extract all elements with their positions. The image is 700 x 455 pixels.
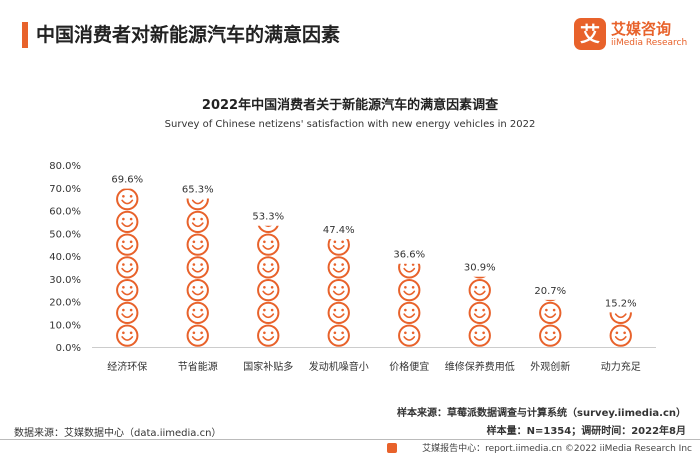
x-tick-label: 国家补贴多: [243, 360, 293, 373]
bar: [468, 276, 491, 347]
data-label: 15.2%: [605, 298, 637, 309]
logo-name-cn: 艾媒咨询: [611, 20, 672, 38]
y-axis: 0.0% 10.0% 20.0% 30.0% 40.0% 50.0% 60.0% 70.0% 8…: [49, 161, 81, 354]
logo-name-en: iiMedia Research: [611, 38, 688, 48]
bar: [539, 299, 562, 347]
x-axis: 经济环保 节省能源 国家补贴多 发动机噪音小 价格便宜 维修保养费用低 外观创新 动力充足: [92, 347, 656, 373]
y-tick-label: 10.0%: [49, 320, 81, 331]
bar: [186, 198, 209, 347]
x-tick-label: 发动机噪音小: [309, 360, 369, 373]
data-source-note: 数据来源：艾媒数据中心（data.iimedia.cn）: [14, 428, 222, 439]
smiley-face-icon: [257, 301, 280, 325]
smiley-face-icon: [609, 324, 632, 347]
bar: [257, 225, 280, 347]
smiley-face-icon: [116, 278, 139, 302]
page-title: 中国消费者对新能源汽车的满意因素: [36, 24, 341, 46]
y-tick-label: 40.0%: [49, 252, 81, 263]
x-tick-label: 节省能源: [178, 360, 218, 373]
smiley-face-icon: [327, 301, 350, 325]
smiley-face-icon: [609, 312, 632, 325]
smiley-face-icon: [116, 324, 139, 347]
smiley-face-icon: [327, 278, 350, 302]
smiley-face-icon: [257, 324, 280, 347]
chart-plot: 0.0% 10.0% 20.0% 30.0% 40.0% 50.0% 60.0% 70.0% 8…: [49, 161, 656, 373]
smiley-face-icon: [257, 256, 280, 279]
smiley-face-icon: [257, 278, 280, 302]
bar: [609, 312, 632, 347]
sample-size-note: 样本量：N=1354；调研时间：2022年8月: [486, 426, 686, 437]
title-accent-bar: [22, 22, 28, 48]
y-tick-label: 30.0%: [49, 275, 81, 286]
smiley-face-icon: [468, 324, 491, 347]
smiley-face-icon: [186, 324, 209, 347]
footer: 艾媒报告中心：report.iimedia.cn ©2022 iiMedia R…: [0, 441, 700, 455]
smiley-face-icon: [398, 278, 421, 302]
smiley-face-icon: [468, 278, 491, 302]
smiley-face-icon: [186, 256, 209, 279]
chart-subtitle: Survey of Chinese netizens' satisfaction…: [164, 119, 536, 130]
y-tick-label: 20.0%: [49, 298, 81, 309]
y-tick-label: 0.0%: [56, 343, 81, 354]
smiley-face-icon: [398, 324, 421, 347]
smiley-face-icon: [186, 301, 209, 325]
smiley-face-icon: [473, 276, 486, 279]
smiley-face-icon: [544, 299, 556, 302]
y-tick-label: 70.0%: [49, 184, 81, 195]
smiley-face-icon: [116, 210, 139, 234]
data-label: 69.6%: [111, 175, 143, 186]
smiley-face-icon: [539, 324, 562, 347]
smiley-face-icon: [539, 301, 562, 325]
smiley-face-icon: [186, 278, 209, 302]
y-tick-label: 50.0%: [49, 229, 81, 240]
smiley-face-icon: [186, 198, 209, 211]
sample-source-note: 样本来源：草莓派数据调查与计算系统（survey.iimedia.cn）: [397, 408, 686, 419]
smiley-face-icon: [257, 233, 280, 256]
smiley-face-icon: [327, 324, 350, 347]
data-label: 53.3%: [252, 212, 284, 223]
smiley-face-icon: [116, 301, 139, 325]
bar-series: 69.6% 65.3% 53.3% 47.4% 36.6% 30.9% 20.7% 15.2%: [111, 175, 637, 347]
smiley-face-icon: [257, 225, 279, 234]
smiley-face-icon: [186, 210, 209, 234]
smiley-face-icon: [116, 256, 139, 279]
smiley-face-icon: [116, 188, 139, 211]
data-label: 47.4%: [323, 225, 355, 236]
report-center-icon: [387, 443, 397, 453]
smiley-face-icon: [327, 256, 350, 279]
footer-text: 艾媒报告中心：report.iimedia.cn ©2022 iiMedia R…: [422, 444, 692, 454]
data-label: 36.6%: [393, 250, 425, 261]
smiley-face-icon: [116, 233, 139, 256]
data-label: 65.3%: [182, 184, 214, 195]
x-tick-label: 动力充足: [601, 360, 641, 373]
bar: [398, 263, 421, 347]
x-tick-label: 外观创新: [530, 360, 570, 373]
x-tick-label: 维修保养费用低: [445, 360, 515, 373]
bar: [116, 188, 139, 347]
footer-divider: [0, 439, 700, 440]
data-label: 20.7%: [534, 286, 566, 297]
smiley-face-icon: [327, 239, 350, 256]
smiley-face-icon: [186, 233, 209, 256]
x-tick-label: 价格便宜: [389, 360, 429, 373]
y-tick-label: 60.0%: [49, 207, 81, 218]
smiley-face-icon: [398, 301, 421, 325]
data-label: 30.9%: [464, 263, 496, 274]
y-tick-label: 80.0%: [49, 161, 81, 172]
smiley-face-icon: [468, 301, 491, 325]
x-tick-label: 经济环保: [107, 360, 147, 373]
bar: [327, 239, 350, 347]
brand-logo: 艾 艾媒咨询 iiMedia Research: [574, 14, 690, 54]
smiley-face-icon: [398, 263, 421, 279]
logo-mark-icon: 艾: [574, 18, 606, 50]
chart-title: 2022年中国消费者关于新能源汽车的满意因素调查: [201, 98, 499, 113]
